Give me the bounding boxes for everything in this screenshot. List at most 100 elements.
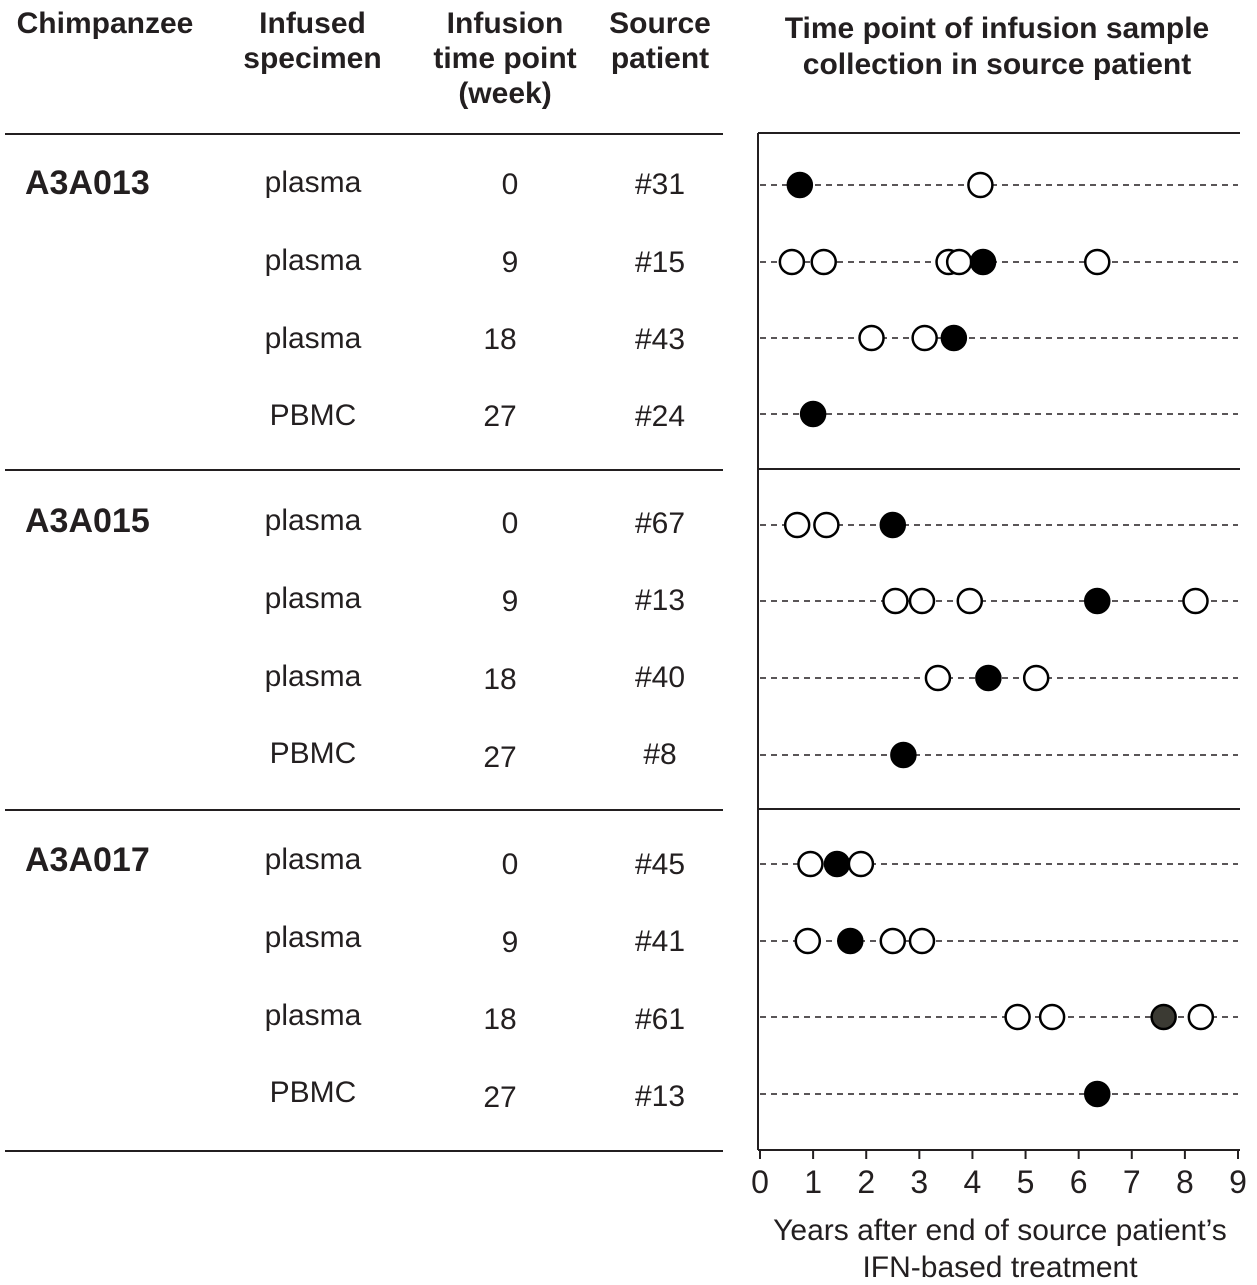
x-tick-label: 0 <box>751 1164 769 1200</box>
open-point <box>908 927 936 955</box>
open-point <box>924 664 952 692</box>
open-point <box>1182 587 1209 615</box>
open-point <box>956 587 984 615</box>
x-tick-label: 3 <box>910 1164 928 1200</box>
open-point <box>783 511 811 539</box>
filled-point <box>879 511 907 539</box>
open-point <box>882 587 909 615</box>
header-source-line2: patient <box>610 42 710 75</box>
patient-cell: #31 <box>634 168 686 201</box>
x-tick-label: 1 <box>804 1164 822 1200</box>
filled-point <box>940 324 968 352</box>
week-cell: 0 <box>501 848 519 881</box>
chart-title-line2: collection in source patient <box>803 48 1191 81</box>
specimen-cell: plasma <box>264 843 362 876</box>
specimen-cell: plasma <box>264 322 362 355</box>
open-point <box>879 927 907 955</box>
week-cell: 9 <box>501 585 519 618</box>
filled-point <box>1084 1080 1111 1108</box>
chimpanzee-label: A3A017 <box>25 841 150 879</box>
header-infused-specimen-line1: Infused <box>259 7 366 40</box>
open-point <box>794 927 822 955</box>
filled-point <box>837 927 864 955</box>
week-cell: 18 <box>483 663 517 696</box>
week-cell: 27 <box>483 741 517 774</box>
header-source-line1: Source <box>609 7 711 40</box>
chart-title-line1: Time point of infusion sample <box>785 12 1209 45</box>
filled-point <box>786 171 814 199</box>
specimen-cell: PBMC <box>269 737 357 770</box>
open-point <box>908 587 936 615</box>
table-rule-top <box>5 133 723 135</box>
x-tick-label: 6 <box>1070 1164 1088 1200</box>
x-axis-title-line1: Years after end of source patient’s <box>773 1214 1227 1247</box>
filled-point <box>969 248 997 276</box>
patient-cell: #67 <box>634 507 686 540</box>
open-point <box>778 248 806 276</box>
header-source-patient: Source patient <box>595 6 725 76</box>
filled-point <box>975 664 1002 692</box>
week-cell: 9 <box>501 926 519 959</box>
table-rule-group-2 <box>5 809 723 811</box>
open-point <box>911 324 938 352</box>
header-infusion-line1: Infusion <box>446 7 564 40</box>
patient-cell: #8 <box>643 738 677 771</box>
x-tick-label: 7 <box>1123 1164 1141 1200</box>
open-point <box>858 324 885 352</box>
patient-cell: #45 <box>634 848 686 881</box>
patient-cell: #15 <box>634 246 686 279</box>
week-cell: 18 <box>483 1003 517 1036</box>
patient-cell: #61 <box>634 1003 686 1036</box>
specimen-cell: plasma <box>264 244 362 277</box>
open-point <box>847 850 875 878</box>
x-tick-label: 4 <box>964 1164 982 1200</box>
open-point <box>1038 1003 1066 1031</box>
specimen-cell: PBMC <box>269 1076 357 1109</box>
table-rule-bottom <box>5 1150 723 1152</box>
plot-frame <box>757 132 1240 1151</box>
specimen-cell: plasma <box>264 504 362 537</box>
patient-cell: #24 <box>634 400 686 433</box>
filled-point <box>890 741 917 769</box>
patient-cell: #43 <box>634 323 686 356</box>
row-gridlines <box>760 184 1238 1095</box>
week-cell: 27 <box>483 400 517 433</box>
filled-point <box>823 850 851 878</box>
week-cell: 27 <box>483 1081 517 1114</box>
x-tick-label: 9 <box>1229 1164 1247 1200</box>
patient-cell: #41 <box>634 925 686 958</box>
patient-cell: #13 <box>634 1080 686 1113</box>
specimen-cell: PBMC <box>269 399 357 432</box>
x-tick-label: 8 <box>1176 1164 1194 1200</box>
table-rule-group-1 <box>5 469 723 471</box>
header-infused-specimen: Infused specimen <box>225 6 400 76</box>
header-infusion-time-point: Infusion time point (week) <box>420 6 590 111</box>
x-axis-title-line2: IFN-based treatment <box>862 1251 1138 1284</box>
filled-point <box>1150 1003 1177 1031</box>
filled-point <box>1084 587 1111 615</box>
specimen-cell: plasma <box>264 999 362 1032</box>
open-point <box>1187 1003 1215 1031</box>
header-chimpanzee: Chimpanzee <box>16 7 194 40</box>
week-cell: 0 <box>501 168 519 201</box>
specimen-cell: plasma <box>264 582 362 615</box>
open-point <box>1084 248 1111 276</box>
specimen-cell: plasma <box>264 660 362 693</box>
header-infusion-line3: (week) <box>458 77 552 110</box>
open-point <box>810 248 837 276</box>
week-cell: 9 <box>501 246 519 279</box>
open-point <box>1022 664 1050 692</box>
patient-cell: #13 <box>634 584 686 617</box>
patient-cell: #40 <box>634 661 686 694</box>
data-points <box>778 171 1215 1108</box>
specimen-cell: plasma <box>264 166 362 199</box>
week-cell: 0 <box>501 507 519 540</box>
open-point <box>1004 1003 1031 1031</box>
header-infusion-line2: time point <box>433 42 577 75</box>
header-infused-specimen-line2: specimen <box>243 42 382 75</box>
week-cell: 18 <box>483 323 517 356</box>
open-point <box>813 511 840 539</box>
chimpanzee-label: A3A013 <box>25 164 150 202</box>
